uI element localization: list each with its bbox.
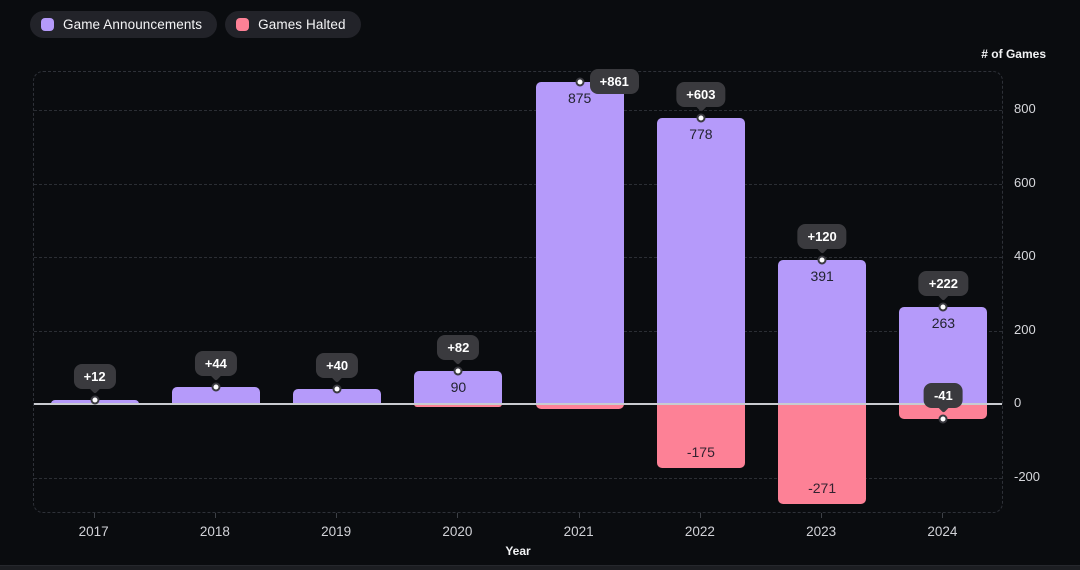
zero-axis-line: [34, 403, 1002, 405]
bar-halted-2023[interactable]: [778, 404, 867, 504]
bar-announcements-2018[interactable]: [171, 387, 260, 404]
legend: Game Announcements Games Halted: [30, 11, 361, 38]
legend-label: Game Announcements: [63, 17, 203, 32]
y-tick-label-600: 600: [1014, 174, 1036, 190]
legend-item-games-halted[interactable]: Games Halted: [225, 11, 361, 38]
y-tick-label-0: 0: [1014, 395, 1022, 410]
net-change-badge: +44: [194, 351, 237, 377]
net-change-badge: +82: [437, 334, 480, 360]
bar-announcements-2022[interactable]: [656, 118, 745, 404]
legend-label: Games Halted: [258, 17, 346, 32]
axis-tick: [214, 513, 216, 518]
gridline-400: [34, 257, 1002, 258]
x-tick-label-2019: 2019: [321, 524, 352, 539]
x-tick-label-2017: 2017: [78, 524, 109, 539]
marker-dot: [211, 382, 221, 392]
marker-dot: [575, 77, 585, 87]
axis-tick: [942, 513, 944, 518]
axis-tick: [457, 513, 459, 518]
marker-dot: [938, 414, 948, 424]
x-tick-label-2021: 2021: [563, 524, 594, 539]
bar-halted-2021[interactable]: [535, 404, 624, 410]
marker-dot: [817, 255, 827, 265]
net-change-badge: +12: [73, 363, 116, 389]
announcements-swatch-icon: [41, 18, 54, 31]
gridline-600: [34, 183, 1002, 185]
gridline--200: [34, 477, 1002, 479]
axis-tick: [699, 513, 701, 518]
net-change-badge: +603: [676, 82, 726, 108]
axis-tick: [578, 513, 580, 518]
x-tick-label-2020: 2020: [442, 524, 473, 539]
plot-area: +12 +44 +40 90 +82 875 +861 778 -175 +603 391 -271 +…: [33, 69, 1003, 513]
bar-announcements-2021[interactable]: [535, 82, 624, 404]
y-axis-title: # of Games: [981, 47, 1046, 61]
y-tick-label-200: 200: [1014, 321, 1036, 337]
net-change-badge: +120: [797, 224, 847, 250]
net-change-badge: +40: [316, 352, 359, 378]
x-tick-label-2018: 2018: [199, 524, 230, 539]
bar-halted-2022[interactable]: [656, 404, 745, 469]
bar-announcements-2023[interactable]: [778, 260, 867, 404]
bar-halted-2020[interactable]: [414, 404, 503, 407]
axis-tick: [336, 513, 338, 518]
legend-item-game-announcements[interactable]: Game Announcements: [30, 11, 218, 38]
x-axis-title: Year: [505, 544, 531, 558]
halted-value-badge: -41: [923, 383, 963, 409]
halted-swatch-icon: [236, 18, 250, 31]
marker-dot: [453, 366, 463, 376]
x-tick-label-2024: 2024: [927, 524, 958, 539]
net-change-badge: +861: [589, 69, 639, 95]
axis-tick: [93, 513, 95, 518]
x-tick-label-2022: 2022: [684, 524, 715, 539]
marker-dot: [332, 384, 342, 394]
bar-announcements-2019[interactable]: [293, 388, 382, 404]
axis-tick: [821, 513, 823, 518]
net-change-badge: +222: [918, 271, 969, 297]
y-tick-label-800: 800: [1014, 101, 1036, 116]
gridline-800: [34, 110, 1002, 111]
marker-dot: [696, 113, 706, 123]
y-tick-label--200: -200: [1014, 468, 1041, 484]
x-tick-label-2023: 2023: [806, 524, 837, 539]
y-tick-label-400: 400: [1014, 248, 1036, 263]
bar-announcements-2020[interactable]: [414, 370, 503, 404]
marker-dot: [90, 395, 100, 405]
marker-dot: [938, 302, 948, 312]
gridline-200: [34, 330, 1002, 332]
bottom-scrollbar[interactable]: [0, 565, 1080, 570]
